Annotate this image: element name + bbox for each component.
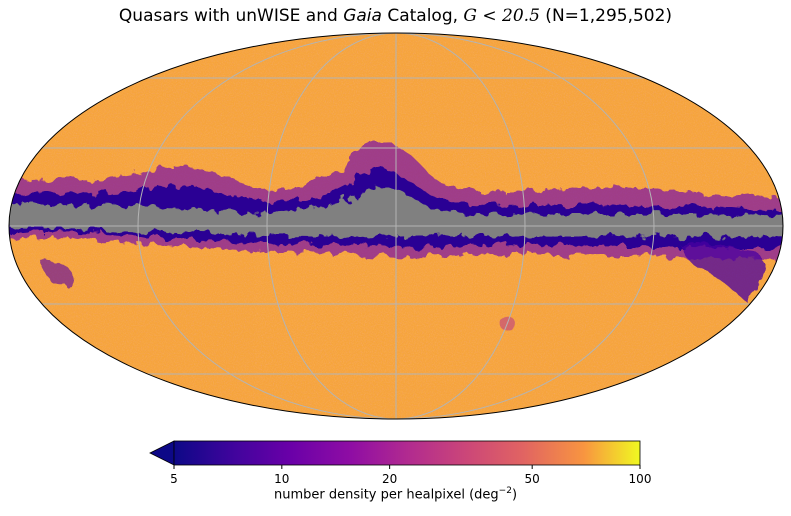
sky-map	[9, 33, 783, 419]
colorbar	[173, 440, 641, 466]
colorbar-tick-label: 20	[382, 472, 398, 486]
colorbar-label: number density per healpixel (deg−2)	[273, 486, 518, 503]
colorbar-tick-label: 5	[170, 472, 178, 486]
map-border	[8, 32, 784, 420]
region-lmc	[680, 243, 765, 300]
colorbar-ticks	[173, 465, 641, 469]
colorbar-tick-label: 10	[274, 472, 290, 486]
colorbar-tick-label: 50	[524, 472, 540, 486]
chart-title: Quasars with unWISE and Gaia Catalog, G …	[118, 6, 673, 26]
colorbar-extend-min	[149, 440, 175, 466]
colorbar-tick-label: 100	[628, 472, 652, 486]
region-smc	[40, 259, 73, 287]
